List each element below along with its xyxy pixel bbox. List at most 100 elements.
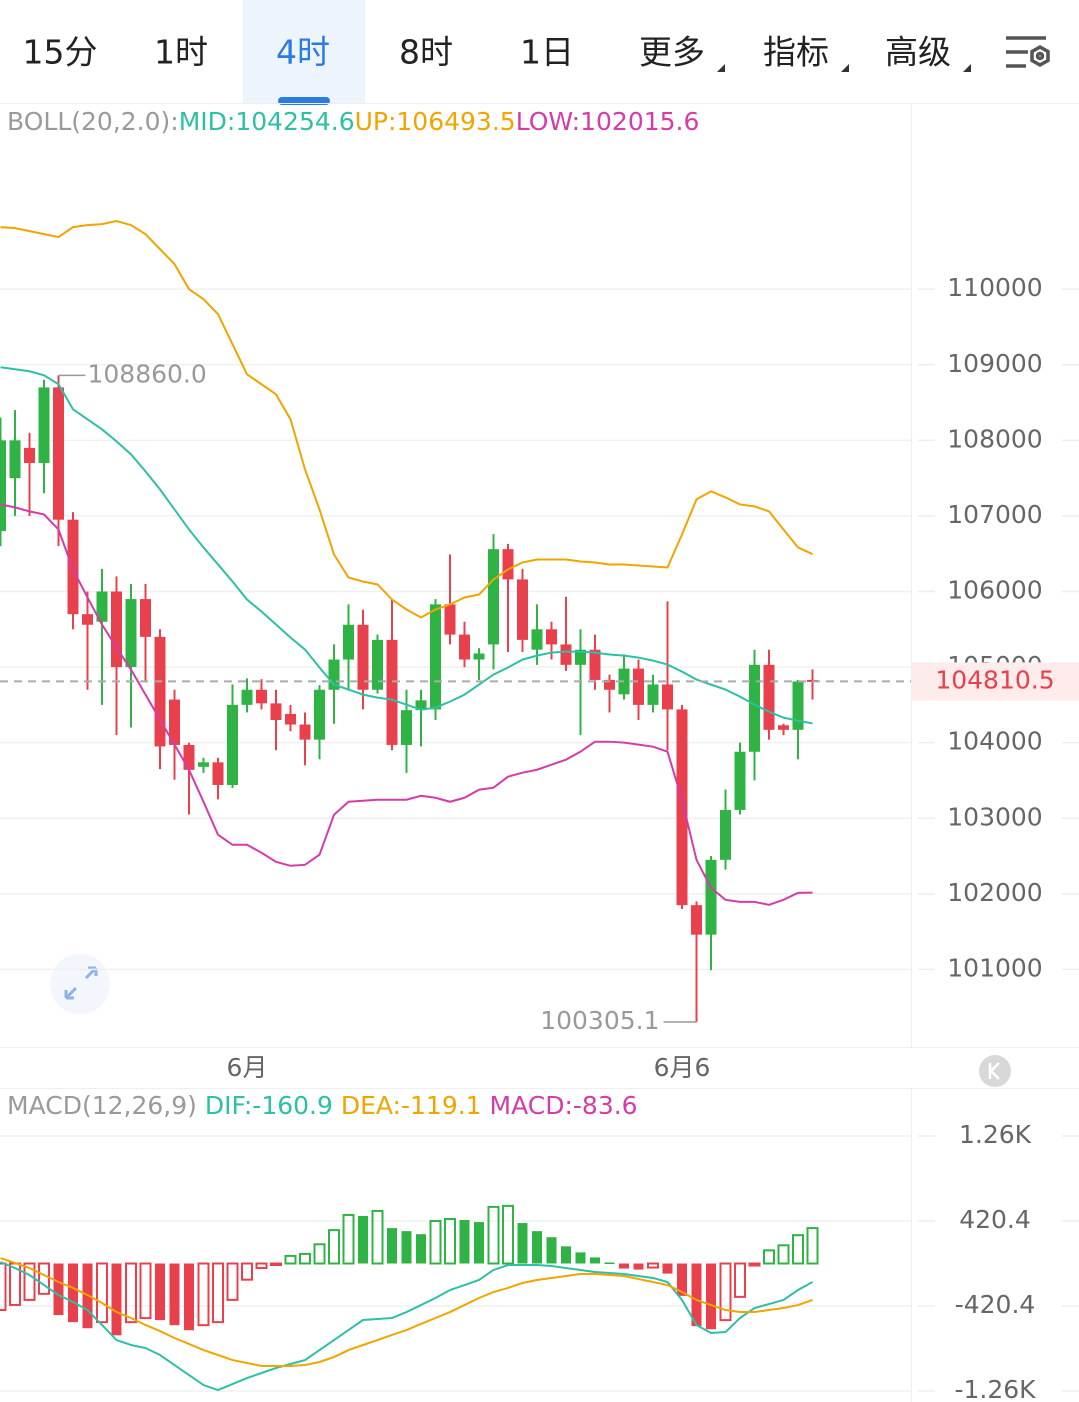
settings-icon[interactable] [1006,36,1050,68]
y-tick-label: -1.26K [954,1375,1036,1402]
macd-bar [777,1244,790,1265]
indicator-line [0,1257,813,1368]
macd-bar [763,1249,775,1265]
candle-body [299,724,311,740]
macd-bar [502,1204,514,1265]
macd-bar [125,1262,137,1324]
macd-bar [226,1262,239,1301]
candle-body [792,681,804,730]
candles [0,220,818,1022]
macd-bar [155,1263,165,1321]
macd-bar [429,1220,442,1265]
macd-bar [444,1218,456,1265]
candle-body [357,624,369,690]
y-tick-label: -420.4 [955,1290,1036,1319]
candle-body [227,704,238,785]
max-label: 108860.0 [88,359,207,388]
macd-bar [371,1209,384,1265]
tab[interactable]: 15分 [23,33,98,72]
legend-item: MACD(12,26,9) [7,1091,197,1120]
macd-bar [590,1257,600,1264]
tab[interactable]: 4时 [276,33,330,72]
y-tick-label: 103000 [947,802,1042,831]
expand-icon[interactable] [50,954,110,1014]
y-tick-label: 1.26K [959,1120,1032,1149]
y-tick-label: 420.4 [959,1205,1031,1234]
candle-body [720,809,731,860]
macd-bar [23,1262,36,1301]
candle-body [473,653,485,660]
macd-bar [0,1262,7,1312]
tab-dropdown-arrow [717,64,725,72]
macd-bar [96,1262,108,1324]
candle-body [372,639,383,690]
macd-bar [255,1262,268,1270]
tab[interactable]: 指标 [763,33,829,72]
candle-body [198,762,209,767]
candle-body [285,713,296,725]
legend-item: UP:106493.5 [355,107,516,136]
y-tick-label: 102000 [947,878,1042,907]
candle-body [169,699,180,745]
macd-bar [284,1254,297,1265]
candle-body [111,591,122,668]
legend-item: LOW:102015.6 [516,107,700,136]
y-tick-label: 101000 [947,953,1042,982]
legend-item: MACD:-83.6 [482,1091,638,1120]
grid [0,288,1079,971]
y-tick-label: 107000 [947,500,1042,529]
x-tick-label: 6月 [227,1053,268,1082]
y-tick-label: 110000 [947,273,1042,302]
tab[interactable]: 更多 [639,33,705,72]
tab[interactable]: 高级 [885,33,951,72]
candle-body [430,604,441,710]
y-tick-label: 108000 [947,424,1042,453]
tab[interactable]: 1时 [154,33,208,72]
macd-bar [633,1263,644,1270]
macd-bar [719,1262,732,1322]
candle-body [488,549,499,645]
macd-bar [299,1252,311,1265]
indicator-line [0,220,813,619]
indicator-legend: BOLL(20,2.0):MID:104254.6UP:106493.5LOW:… [7,107,699,136]
macd-bar [575,1252,586,1264]
candle-body [343,624,354,660]
macd-bar [358,1215,368,1264]
tab[interactable]: 8时 [399,33,453,72]
macd-bar [546,1237,557,1264]
macd-bar [532,1231,542,1264]
candle-body [778,725,789,730]
macd-bar [474,1222,484,1264]
macd-bar [270,1262,282,1267]
macd-bar [792,1234,804,1265]
tab[interactable]: 1日 [520,33,574,72]
y-tick-label: 106000 [947,576,1042,605]
macd-bar [342,1213,355,1265]
k-icon[interactable] [979,1055,1011,1087]
last-price-box [912,662,1079,701]
candle-body [763,664,775,730]
macd-bar [139,1262,152,1320]
candle-body [575,649,586,665]
candle-body [517,579,528,640]
candle-body [270,703,282,720]
x-tick-label: 6月6 [654,1053,711,1082]
macd-bar [184,1263,194,1331]
macd-bar [677,1263,687,1296]
candle-body [546,629,557,645]
candle-body [183,744,195,770]
macd-bar [734,1262,746,1298]
last-price-label: 104810.5 [935,665,1054,694]
candle-body [676,709,688,906]
macd-bar [169,1263,180,1326]
min-label: 100305.1 [540,1006,659,1035]
candle-body [82,614,93,625]
candle-body [314,689,325,740]
candle-body [53,387,64,520]
macd-bar [328,1229,340,1265]
macd-bar [487,1205,500,1265]
macd-bar [197,1262,210,1327]
macd-bar [748,1262,761,1267]
